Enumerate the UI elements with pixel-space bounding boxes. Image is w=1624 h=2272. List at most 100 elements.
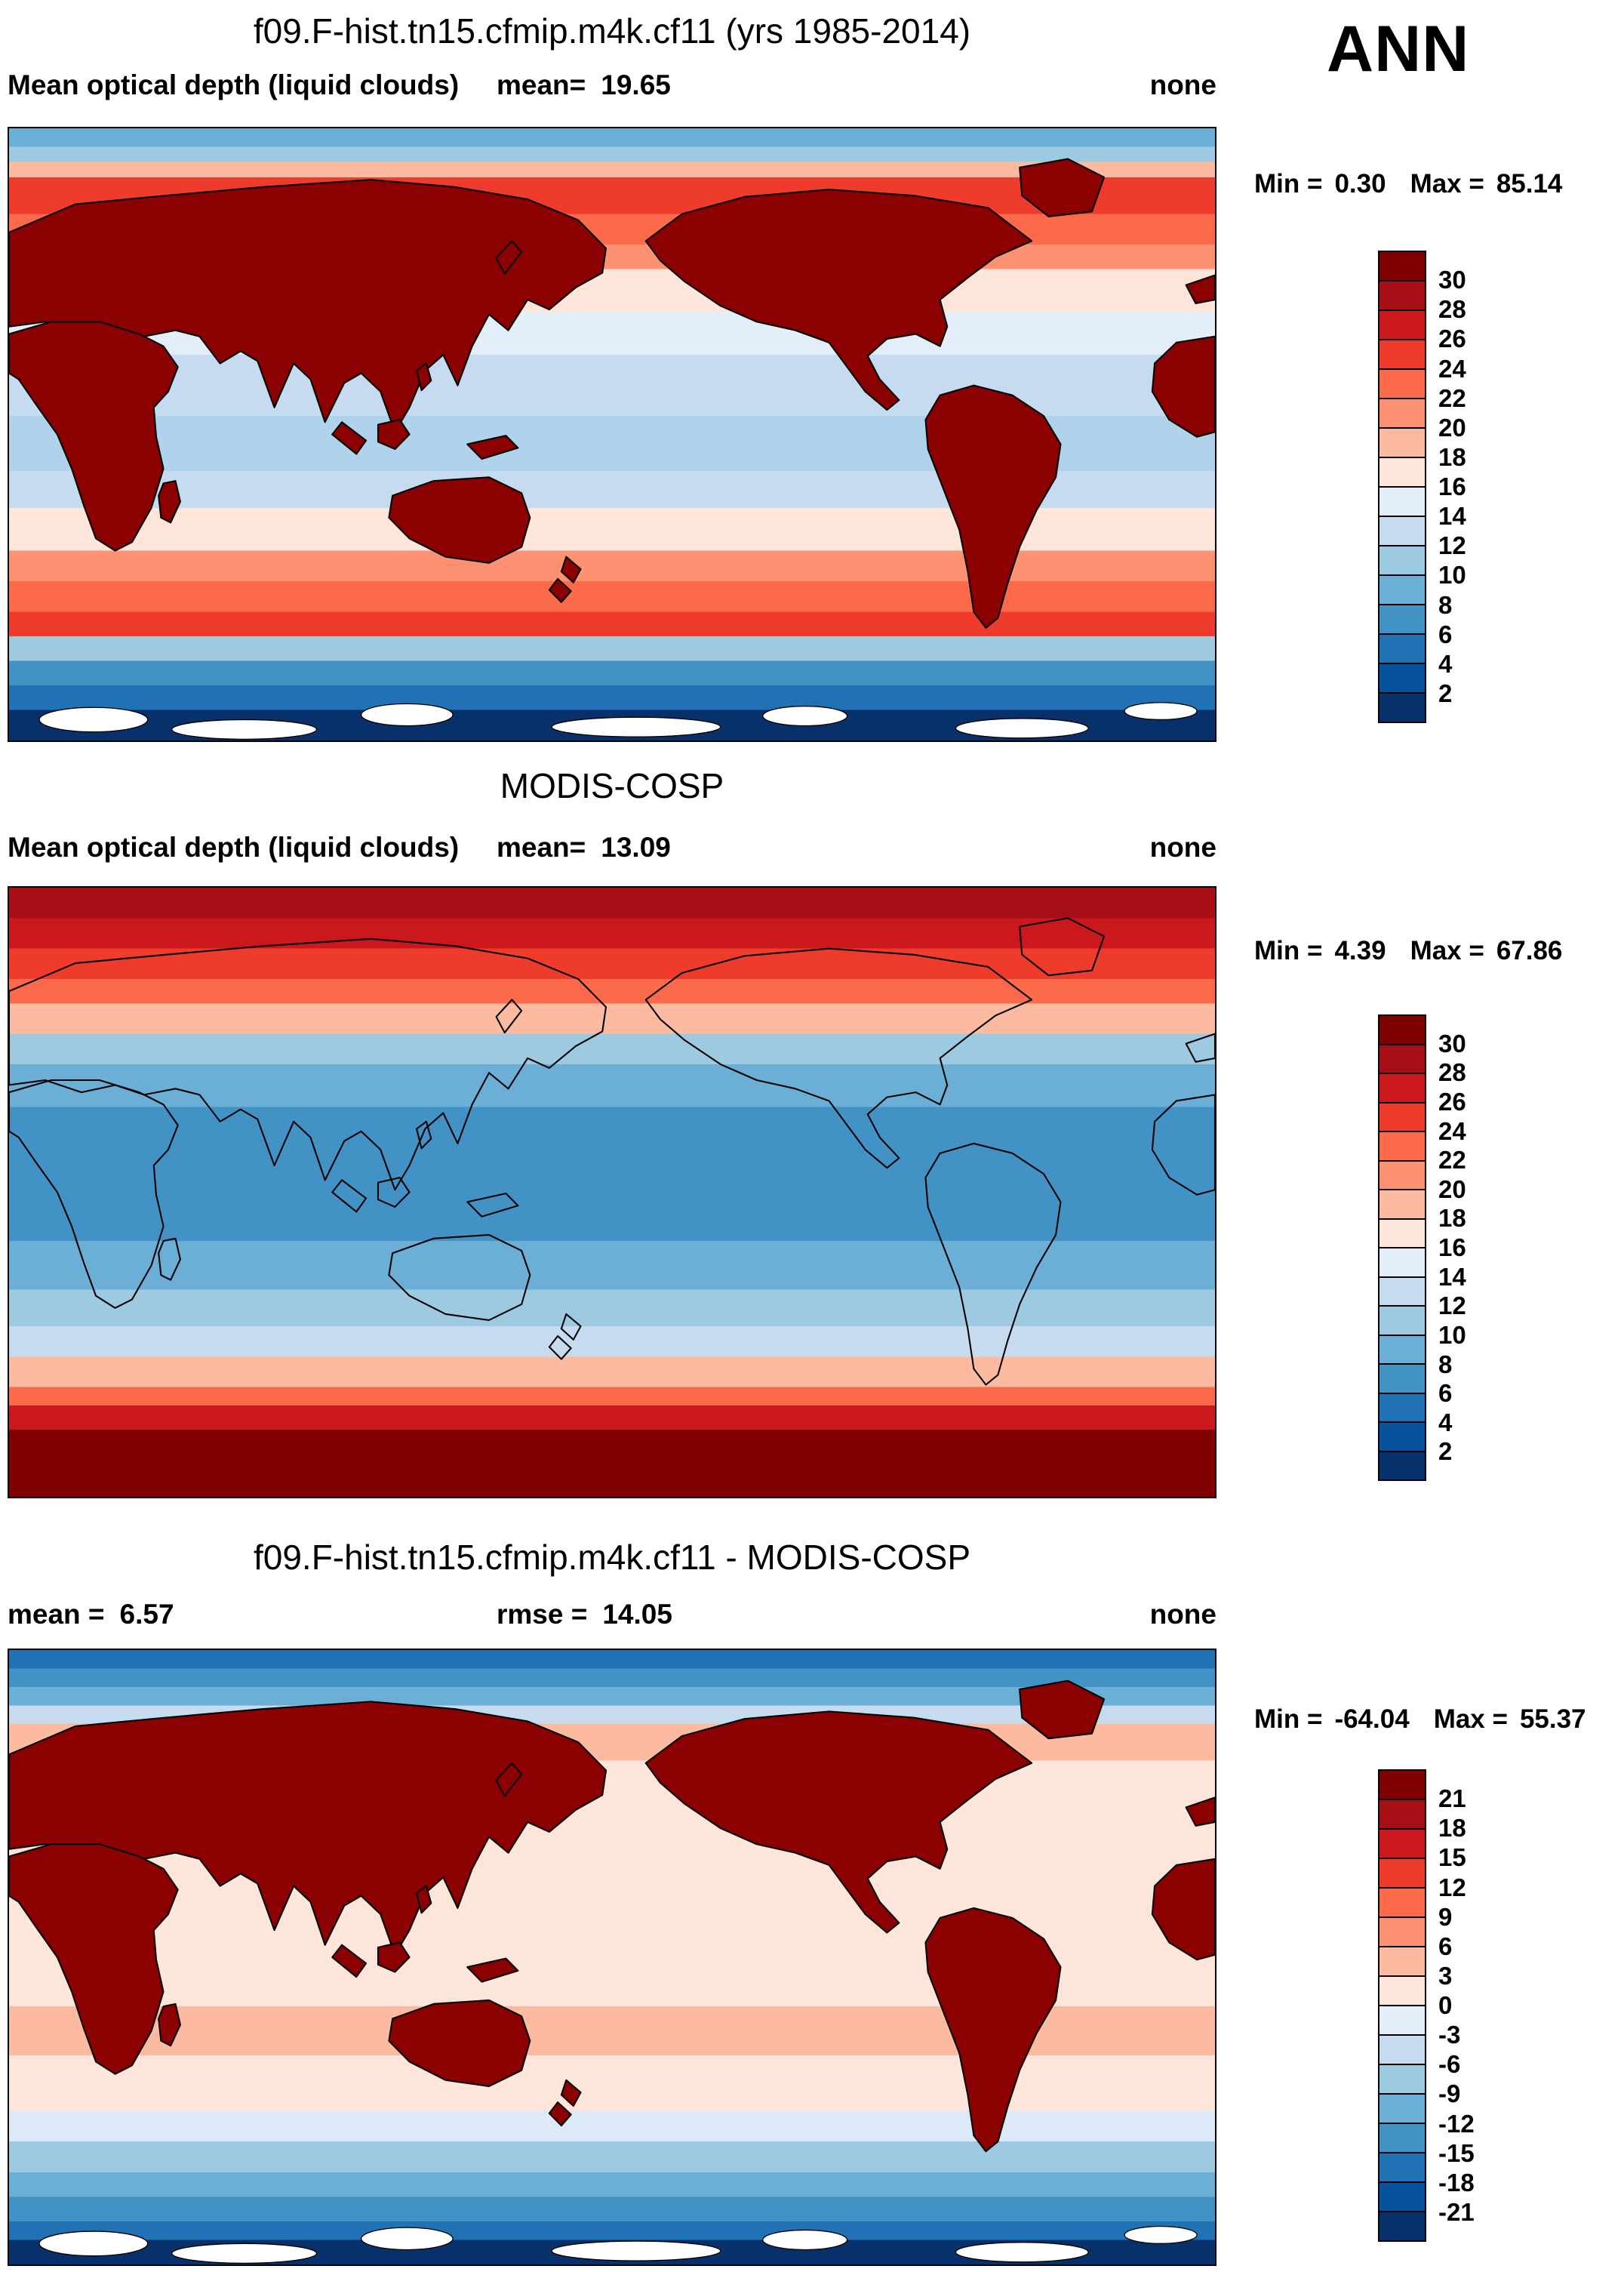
mean-stat: mean = 6.57 xyxy=(8,1599,174,1630)
colorbar-cell xyxy=(1379,1131,1425,1160)
rmse-label: rmse = xyxy=(497,1599,588,1630)
colorbar-cell xyxy=(1379,1771,1425,1799)
panel-model-minmax: Min = 0.30 Max = 85.14 xyxy=(1254,169,1621,199)
map-observation-overlay xyxy=(9,917,1215,1386)
colorbar-tick-label: -15 xyxy=(1438,2138,1475,2167)
colorbar-tick-label: 15 xyxy=(1438,1843,1466,1872)
season-label: ANN xyxy=(1327,13,1470,85)
mean-label: mean= xyxy=(497,69,586,100)
colorbar-cell xyxy=(1379,1016,1425,1044)
colorbar-cell xyxy=(1379,1159,1425,1189)
colorbar-tick-label: 2 xyxy=(1438,679,1453,707)
colorbar-cell xyxy=(1379,1887,1425,1916)
colorbar-tick-label: 2 xyxy=(1438,1437,1453,1466)
colorbar-cell xyxy=(1379,1218,1425,1247)
colorbar-cell xyxy=(1379,252,1425,280)
map-model-overlay xyxy=(9,158,1215,740)
colorbar-tick-label: 10 xyxy=(1438,561,1466,590)
colorbar-tick-label: 0 xyxy=(1438,1991,1453,2019)
colorbar-cell xyxy=(1379,427,1425,457)
colorbar-tick-label: 18 xyxy=(1438,1814,1466,1843)
panel-obs-minmax: Min = 4.39 Max = 67.86 xyxy=(1254,936,1621,966)
max-value: 55.37 xyxy=(1519,1704,1586,1734)
max-value: 85.14 xyxy=(1496,169,1563,199)
map-observation xyxy=(8,886,1216,1498)
colorbar-cell xyxy=(1379,1975,1425,2005)
colorbar-cell xyxy=(1379,1334,1425,1363)
colorbar-cell xyxy=(1379,574,1425,604)
colorbar-tick-label: 22 xyxy=(1438,383,1466,412)
colorbar-tick-label: 28 xyxy=(1438,295,1466,324)
continents-overlay xyxy=(9,917,1215,1386)
colorbar-cell xyxy=(1379,1073,1425,1102)
colorbar-cell xyxy=(1379,2152,1425,2181)
units-label: none xyxy=(1149,1599,1216,1630)
colorbar-tick-label: 6 xyxy=(1438,620,1453,648)
rmse-stat: rmse = 14.05 xyxy=(497,1599,672,1630)
colorbar-cell xyxy=(1379,1247,1425,1276)
colorbar-tick-label: 6 xyxy=(1438,1379,1453,1408)
colorbar-cell xyxy=(1379,1189,1425,1218)
colorbar-tick-label: 20 xyxy=(1438,1174,1466,1203)
mean-label: mean = xyxy=(8,1599,105,1630)
panel-obs-title: MODIS-COSP xyxy=(500,766,724,805)
min-label: Min = xyxy=(1254,936,1323,965)
colorbar-tick-label: 16 xyxy=(1438,1233,1466,1261)
max-label: Max = xyxy=(1410,936,1484,965)
colorbar-cell xyxy=(1379,1828,1425,1858)
colorbar-cell xyxy=(1379,692,1425,722)
mean-value: 6.57 xyxy=(119,1599,174,1630)
colorbar-tick-label: 3 xyxy=(1438,1961,1453,1990)
rmse-value: 14.05 xyxy=(602,1599,672,1630)
colorbar-cell xyxy=(1379,545,1425,574)
map-difference-overlay xyxy=(9,1679,1215,2264)
colorbar-tick-label: -9 xyxy=(1438,2080,1461,2108)
colorbar-model xyxy=(1378,251,1426,723)
colorbar-tick-label: 6 xyxy=(1438,1932,1453,1960)
colorbar-cell xyxy=(1379,1101,1425,1131)
colorbar-cell xyxy=(1379,398,1425,427)
colorbar-cell xyxy=(1379,516,1425,545)
colorbar-tick-label: 28 xyxy=(1438,1058,1466,1087)
colorbar-cell xyxy=(1379,1276,1425,1305)
colorbar-difference-ticks: 21 18 15 12 9 6 3 0 -3 -6 -9 -12 -15 -18 -21 xyxy=(1438,1769,1536,2242)
colorbar-cell xyxy=(1379,1043,1425,1073)
variable-label: Mean optical depth (liquid clouds) xyxy=(8,832,460,863)
min-value: 4.39 xyxy=(1334,936,1386,965)
colorbar-cell xyxy=(1379,309,1425,339)
colorbar-tick-label: 18 xyxy=(1438,442,1466,471)
min-label: Min = xyxy=(1254,169,1323,199)
colorbar-tick-label: 30 xyxy=(1438,1029,1466,1057)
colorbar-tick-label: 16 xyxy=(1438,473,1466,500)
colorbar-tick-label: 21 xyxy=(1438,1784,1466,1813)
colorbar-tick-label: 10 xyxy=(1438,1320,1466,1349)
colorbar-cell xyxy=(1379,1946,1425,1975)
panel-model-stats: Mean optical depth (liquid clouds) mean=… xyxy=(8,69,1216,107)
colorbar-cell xyxy=(1379,2005,1425,2034)
colorbar-tick-label: 26 xyxy=(1438,325,1466,353)
colorbar-tick-label: 14 xyxy=(1438,1262,1466,1291)
colorbar-tick-label: 24 xyxy=(1438,354,1466,383)
colorbar-cell xyxy=(1379,368,1425,398)
colorbar-observation-ticks: 30 28 26 24 22 20 18 16 14 12 10 8 6 4 2 xyxy=(1438,1014,1536,1481)
mean-stat: mean= 13.09 xyxy=(497,832,671,864)
colorbar-tick-label: 12 xyxy=(1438,1291,1466,1320)
colorbar-cell xyxy=(1379,486,1425,516)
colorbar-tick-label: 24 xyxy=(1438,1116,1466,1145)
colorbar-tick-label: 20 xyxy=(1438,413,1466,442)
variable-label: Mean optical depth (liquid clouds) xyxy=(8,69,460,100)
colorbar-cell xyxy=(1379,2093,1425,2123)
panel-diff-title: f09.F-hist.tn15.cfmip.m4k.cf11 - MODIS-C… xyxy=(253,1538,971,1577)
colorbar-cell xyxy=(1379,1305,1425,1335)
map-difference xyxy=(8,1649,1216,2266)
panel-model-title: f09.F-hist.tn15.cfmip.m4k.cf11 (yrs 1985… xyxy=(253,11,971,51)
colorbar-tick-label: -3 xyxy=(1438,2021,1461,2049)
colorbar-cell xyxy=(1379,2181,1425,2211)
colorbar-cell xyxy=(1379,339,1425,368)
colorbar-tick-label: 4 xyxy=(1438,1408,1453,1436)
continents-overlay xyxy=(9,1679,1215,2153)
colorbar-tick-label: 22 xyxy=(1438,1146,1466,1174)
colorbar-tick-label: 14 xyxy=(1438,502,1466,531)
colorbar-tick-label: -12 xyxy=(1438,2109,1475,2138)
